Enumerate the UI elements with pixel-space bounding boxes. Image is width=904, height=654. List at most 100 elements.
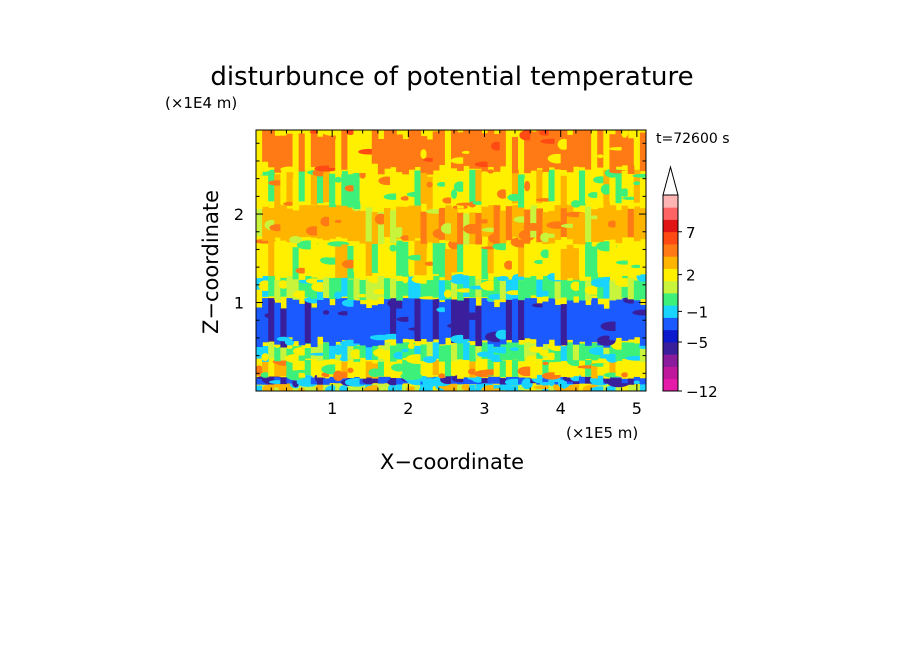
contour-blob (461, 150, 471, 154)
contour-cell (329, 305, 336, 346)
contour-cell (627, 360, 635, 378)
contour-cell (505, 171, 513, 207)
contour-cell (591, 298, 598, 343)
contour-cell (298, 248, 306, 280)
contour-cell (530, 275, 537, 296)
y-unit-label: (×1E4 m) (165, 94, 237, 112)
contour-cell (639, 277, 646, 300)
contour-cell (609, 280, 617, 301)
contour-blob (451, 189, 458, 199)
contour-cell (597, 240, 604, 274)
contour-cell (329, 342, 336, 359)
contour-cell (347, 342, 355, 360)
contour-cell (457, 212, 464, 245)
contour-cell (566, 280, 574, 301)
contour-cell (359, 211, 367, 244)
contour-cell (560, 130, 568, 171)
contour-cell (627, 385, 635, 391)
contour-cell (639, 383, 646, 391)
contour-blob (546, 352, 557, 361)
contour-cell (572, 130, 580, 167)
colorbar-segment (663, 244, 678, 257)
contour-cell (390, 246, 397, 279)
contour-cell (463, 377, 470, 385)
contour-cell (585, 206, 592, 242)
contour-blob (621, 372, 629, 378)
contour-cell (280, 360, 288, 377)
contour-cell (426, 361, 434, 378)
contour-blob (534, 259, 545, 265)
contour-cell (377, 211, 385, 244)
contour-cell (499, 278, 507, 300)
contour-cell (518, 174, 525, 208)
contour-cell (499, 360, 507, 378)
contour-cell (639, 240, 646, 275)
x-axis: 1 2 3 4 5 (270, 130, 642, 418)
contour-cell (633, 280, 641, 301)
contour-cell (621, 205, 629, 238)
contour-cell (591, 246, 598, 279)
contour-cell (530, 131, 537, 171)
contour-cell (329, 130, 336, 168)
contour-cell (560, 175, 568, 209)
contour-cell (329, 376, 336, 384)
contour-cell (578, 212, 586, 245)
contour-cell (627, 278, 635, 300)
contour-cell (359, 304, 367, 346)
contour-cell (505, 205, 513, 241)
contour-cell (292, 178, 300, 210)
colorbar-segment (663, 280, 678, 294)
contour-cell (383, 130, 391, 169)
contour-cell (371, 305, 379, 346)
contour-cell (548, 383, 556, 391)
contour-cell (438, 345, 446, 362)
contour-blob (510, 347, 520, 352)
contour-cell (554, 345, 562, 362)
contour-cell (578, 298, 586, 342)
contour-cell (597, 207, 604, 242)
contour-cell (323, 298, 330, 343)
contour-cell (365, 173, 373, 208)
contour-blob (630, 264, 643, 269)
contour-blob (400, 196, 410, 201)
contour-cell (499, 240, 507, 277)
contour-cell (323, 132, 330, 172)
contour-cell (268, 130, 275, 168)
contour-cell (347, 279, 355, 300)
contour-cell (420, 211, 428, 244)
contour-cell (408, 360, 416, 376)
contour-cell (585, 130, 592, 170)
contour-cell (548, 363, 556, 379)
contour-cell (469, 384, 476, 391)
contour-cell (530, 298, 537, 340)
contour-cell (396, 377, 403, 385)
contour-cell (524, 178, 531, 210)
contour-cell (298, 303, 306, 346)
contour-cell (390, 169, 397, 202)
contour-cell (359, 240, 367, 275)
x-tick-label: 2 (403, 399, 413, 418)
contour-cell (286, 342, 294, 360)
contour-cell (639, 362, 646, 379)
contour-cell (426, 208, 434, 243)
contour-cell (420, 298, 428, 339)
contour-cell (347, 298, 355, 340)
contour-cell (444, 345, 452, 362)
contour-cell (615, 210, 623, 244)
contour-cell (426, 176, 434, 209)
contour-cell (316, 298, 324, 337)
contour-blob (261, 353, 269, 362)
contour-cell (408, 169, 416, 206)
contour-cell (621, 170, 629, 206)
contour-cell (335, 275, 342, 297)
contour-cell (329, 240, 336, 275)
contour-blob (411, 364, 424, 371)
contour-cell (603, 276, 611, 299)
time-label: t=72600 s (656, 131, 730, 147)
contour-cell (359, 383, 367, 391)
contour-blob (401, 348, 410, 353)
contour-cell (341, 171, 348, 206)
contour-cell (359, 136, 367, 174)
contour-cell (487, 130, 495, 168)
contour-cell (377, 304, 385, 346)
